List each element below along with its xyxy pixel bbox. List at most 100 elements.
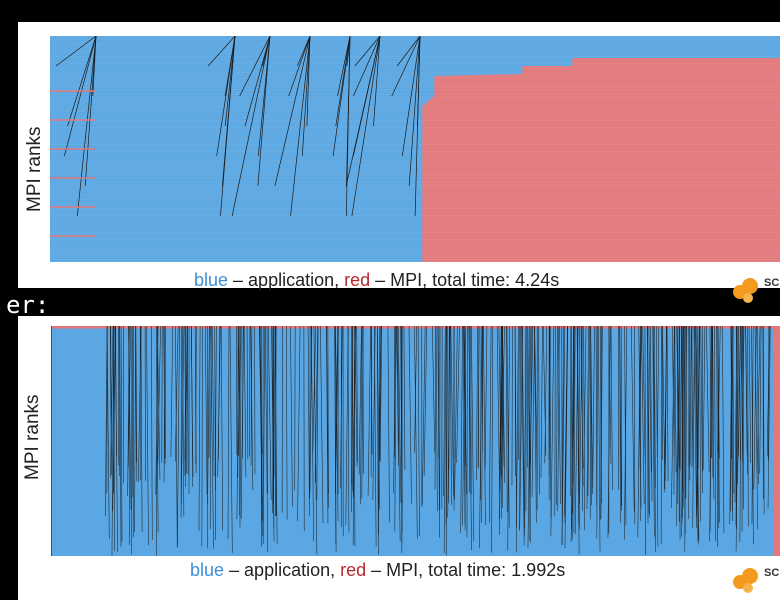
logo-text: SC	[764, 277, 780, 289]
message-line	[491, 326, 494, 553]
message-line	[443, 326, 447, 553]
message-line	[215, 326, 217, 491]
message-line	[335, 326, 339, 486]
message-line	[273, 326, 276, 504]
message-line	[671, 326, 675, 509]
message-line	[573, 326, 576, 533]
message-line	[620, 326, 623, 506]
message-line	[550, 326, 555, 537]
message-line	[570, 326, 573, 540]
message-line	[198, 326, 201, 532]
message-line	[572, 326, 575, 514]
message-line	[600, 326, 602, 520]
message-line	[484, 326, 488, 470]
message-line	[549, 326, 552, 518]
message-line	[112, 326, 116, 511]
message-line	[187, 326, 189, 475]
message-line	[700, 326, 703, 493]
message-line	[544, 326, 548, 464]
message-line	[177, 326, 180, 548]
message-line	[259, 326, 263, 454]
message-line	[403, 326, 406, 470]
trace-panel-top: MPI ranks blue – application, red – MPI,…	[18, 22, 780, 303]
message-line	[354, 36, 381, 67]
message-line	[157, 326, 161, 463]
legend-text-application: – application,	[224, 560, 341, 580]
message-line	[564, 326, 569, 549]
message-line	[445, 326, 448, 556]
slide-text-fragment: er:	[6, 291, 50, 319]
message-line	[408, 326, 412, 504]
message-line	[76, 36, 97, 217]
message-line	[506, 326, 510, 528]
message-line	[607, 326, 611, 538]
message-line	[209, 326, 212, 529]
message-line	[462, 326, 466, 526]
message-line	[120, 326, 123, 542]
message-line	[521, 326, 525, 529]
message-line	[558, 326, 561, 505]
message-line	[610, 326, 613, 491]
message-line	[201, 326, 203, 547]
message-line	[207, 36, 236, 67]
message-line	[556, 326, 558, 505]
message-line	[373, 36, 381, 127]
message-line	[702, 326, 706, 471]
message-line	[450, 326, 452, 505]
message-line	[238, 326, 241, 456]
message-line	[590, 326, 592, 506]
message-line	[377, 326, 380, 510]
message-line	[470, 326, 472, 495]
message-line	[243, 326, 247, 478]
message-line	[432, 326, 436, 453]
message-line	[67, 36, 97, 127]
trace-panel-bottom: MPI ranks blue – application, red – MPI,…	[18, 316, 780, 600]
message-line	[631, 326, 635, 512]
message-line	[246, 326, 249, 460]
message-line	[454, 326, 458, 500]
message-line	[224, 36, 236, 127]
message-line	[397, 326, 401, 541]
message-line	[345, 36, 351, 217]
message-line	[64, 36, 97, 157]
message-line	[456, 326, 460, 463]
message-line	[524, 326, 527, 537]
message-line	[666, 326, 669, 481]
message-line	[624, 326, 627, 526]
message-line	[592, 326, 595, 495]
message-line	[257, 36, 271, 187]
message-line	[190, 326, 194, 477]
message-line	[689, 326, 692, 465]
message-line	[387, 326, 390, 523]
message-line	[227, 326, 230, 540]
message-line	[345, 36, 381, 187]
message-line	[673, 326, 676, 495]
legend-text-total-time: – MPI, total time: 1.992s	[366, 560, 566, 580]
message-line	[356, 326, 358, 462]
message-line	[518, 326, 520, 460]
message-line	[676, 326, 680, 469]
legend-blue-word: blue	[194, 270, 229, 290]
message-line	[216, 36, 236, 157]
message-line	[600, 326, 603, 520]
message-line	[753, 326, 757, 490]
message-line	[174, 326, 179, 462]
mpi-region	[422, 58, 780, 262]
message-line	[135, 326, 138, 482]
message-line	[105, 326, 108, 517]
message-line	[290, 326, 293, 507]
message-line	[443, 326, 446, 497]
message-line	[372, 326, 376, 500]
message-line	[479, 326, 483, 549]
message-line	[217, 326, 221, 478]
logo-icon	[733, 568, 758, 593]
message-line	[320, 326, 324, 524]
message-line	[326, 326, 329, 524]
message-line	[396, 36, 421, 67]
message-line	[756, 326, 759, 485]
message-line	[531, 326, 536, 497]
message-line	[696, 326, 700, 529]
message-line	[312, 326, 317, 453]
message-line	[642, 326, 646, 464]
message-line	[358, 326, 362, 475]
